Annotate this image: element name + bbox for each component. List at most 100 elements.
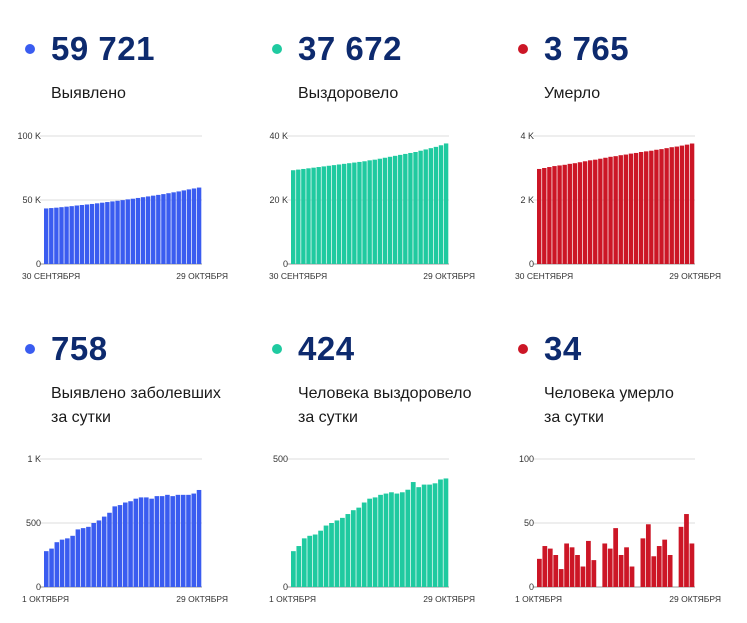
bar: [54, 542, 60, 587]
y-tick-label: 0: [36, 582, 41, 592]
bar: [296, 546, 302, 587]
bar-chart: 0 500 1 ОКТЯБРЯ 29 ОКТЯБРЯ: [269, 454, 475, 604]
legend-dot: [272, 44, 282, 54]
bar: [569, 547, 575, 587]
bar: [110, 201, 115, 264]
bar: [74, 205, 79, 264]
bar: [69, 206, 74, 264]
bar: [165, 494, 170, 587]
bar-chart: 0 2 K 4 K 30 СЕНТЯБРЯ 29 ОКТЯБРЯ: [515, 131, 721, 281]
bar: [403, 153, 408, 264]
y-tick-label: 2 K: [520, 195, 534, 205]
bar: [196, 489, 202, 587]
bar: [389, 492, 394, 587]
stat-label-line: Выздоровело: [298, 85, 399, 102]
bar: [159, 496, 165, 587]
bar: [679, 145, 685, 264]
bar: [438, 145, 444, 264]
bar: [537, 168, 542, 264]
y-tick-label: 500: [273, 454, 288, 464]
bar: [86, 526, 91, 587]
stat-label-line: за сутки: [298, 409, 358, 426]
bar: [321, 166, 326, 264]
bar: [120, 200, 125, 264]
total-value: 59 721: [51, 30, 155, 67]
bar: [44, 551, 49, 587]
legend-dot: [518, 44, 528, 54]
bar: [664, 148, 669, 264]
stat-label-line: за сутки: [544, 409, 604, 426]
bar: [607, 548, 613, 587]
bar: [59, 207, 64, 264]
bar: [567, 163, 572, 264]
y-tick-label: 0: [529, 582, 534, 592]
bar: [326, 165, 332, 264]
bar: [418, 150, 423, 264]
bar: [645, 524, 651, 587]
bar: [149, 498, 154, 587]
x-tick-label: 1 ОКТЯБРЯ: [515, 594, 562, 604]
bar: [191, 188, 197, 264]
bar: [181, 190, 187, 264]
bar: [575, 555, 580, 587]
bar: [382, 157, 388, 264]
legend-dot: [25, 44, 35, 54]
bar: [582, 161, 588, 264]
bar: [413, 152, 418, 264]
bar: [80, 528, 86, 587]
x-tick-label: 29 ОКТЯБРЯ: [176, 594, 228, 604]
bar: [613, 156, 618, 264]
bar: [651, 556, 657, 587]
bar: [105, 202, 110, 264]
bar-chart: 0 50 100 1 ОКТЯБРЯ 29 ОКТЯБРЯ: [515, 454, 721, 604]
bar: [96, 520, 102, 587]
bar: [296, 169, 301, 264]
y-tick-label: 0: [283, 259, 288, 269]
bar: [135, 197, 141, 264]
x-tick-label: 1 ОКТЯБРЯ: [269, 594, 316, 604]
bar: [54, 207, 59, 264]
bar: [603, 157, 608, 264]
bar: [608, 156, 613, 264]
bar: [633, 152, 639, 264]
y-tick-label: 50: [524, 518, 534, 528]
bar: [552, 166, 557, 264]
bar: [112, 506, 118, 587]
bar: [562, 164, 567, 264]
bar: [623, 154, 629, 264]
bar: [291, 170, 296, 264]
bar-chart: 0 500 1 K 1 ОКТЯБРЯ 29 ОКТЯБРЯ: [22, 454, 228, 604]
bar: [186, 494, 191, 587]
bar: [75, 529, 81, 587]
stat-label-line: Выявлено заболевших: [51, 385, 221, 402]
bar: [115, 200, 120, 264]
bar: [542, 168, 547, 264]
bar: [432, 483, 438, 587]
bar: [196, 187, 202, 264]
bar: [316, 167, 321, 264]
bar: [629, 566, 635, 587]
bar: [433, 146, 439, 264]
bar: [638, 152, 644, 264]
bar: [421, 484, 427, 587]
bar: [70, 535, 75, 587]
x-tick-label: 29 ОКТЯБРЯ: [176, 271, 228, 281]
bar: [101, 516, 107, 587]
bar: [654, 149, 659, 264]
bar: [602, 543, 608, 587]
bar: [356, 507, 362, 587]
bar-chart: 0 50 K 100 K 30 СЕНТЯБРЯ 29 ОКТЯБРЯ: [17, 131, 228, 281]
y-tick-label: 4 K: [520, 131, 534, 141]
bar: [678, 526, 684, 587]
bar: [667, 555, 673, 587]
bar: [318, 530, 323, 587]
bar: [443, 478, 449, 587]
stat-label: Умерло: [544, 82, 747, 106]
bar: [94, 203, 100, 264]
y-tick-label: 0: [36, 259, 41, 269]
bar: [171, 192, 176, 264]
bar: [557, 165, 562, 264]
stat-label: Выявлено: [51, 82, 261, 106]
bar: [542, 546, 548, 587]
stat-label-line: Человека выздоровело: [298, 385, 472, 402]
